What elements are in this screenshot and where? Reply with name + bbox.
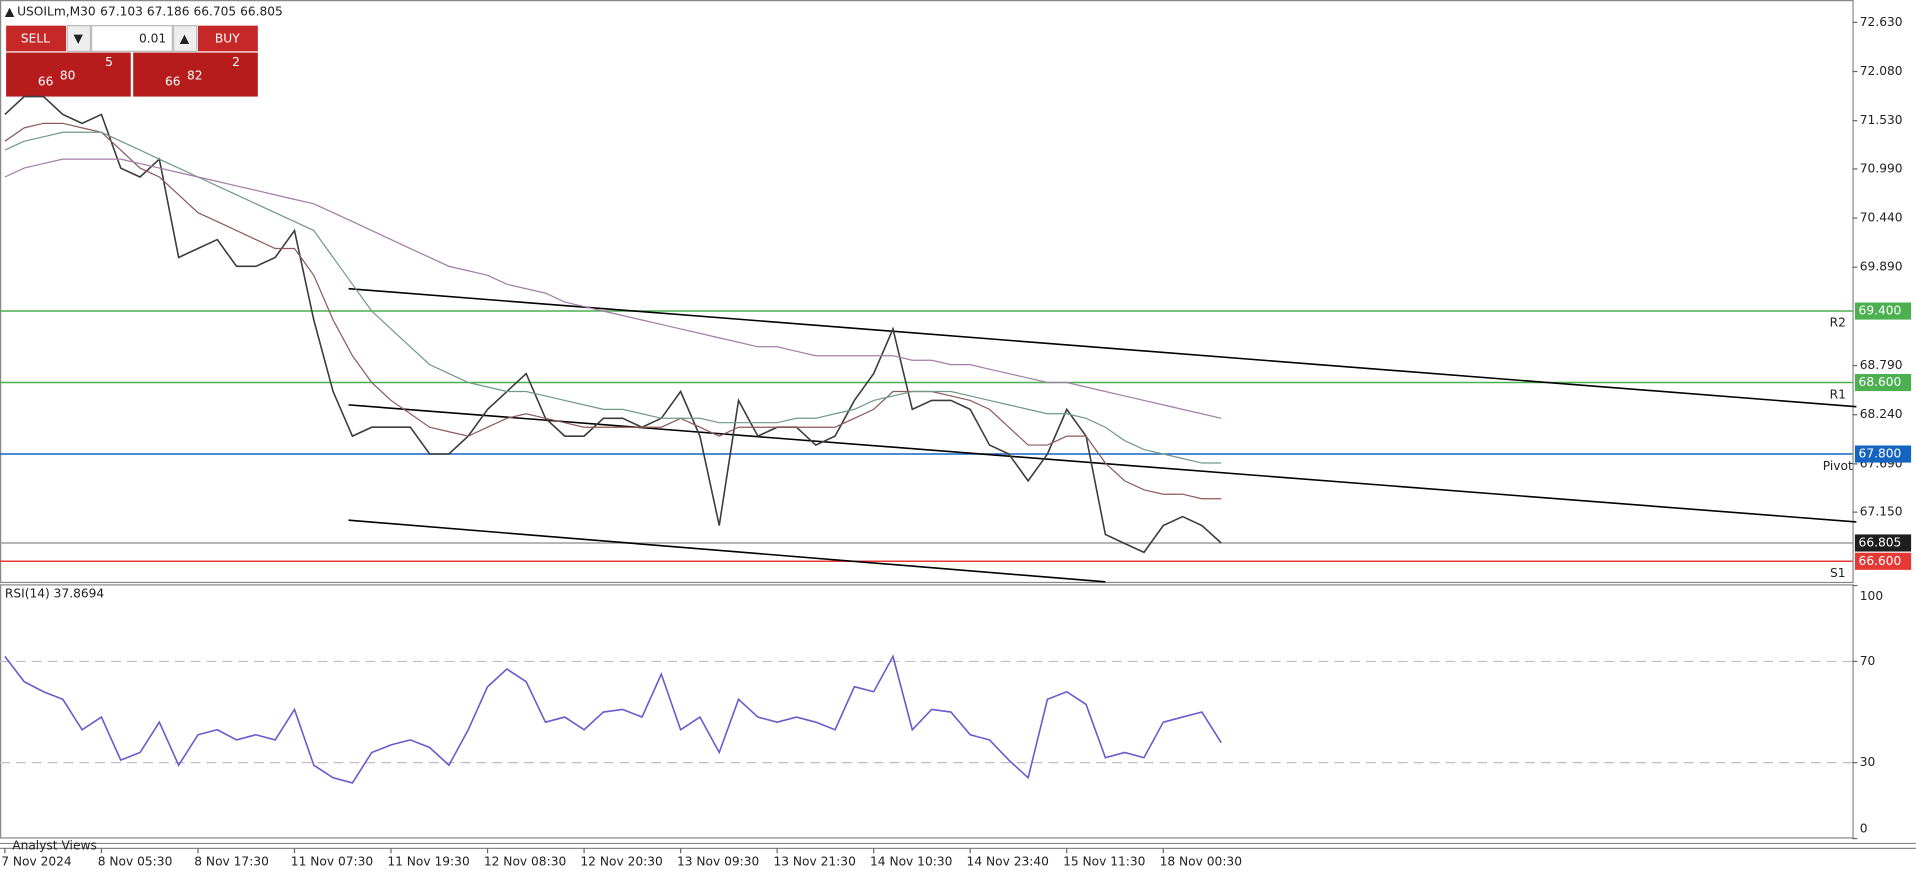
x-tick-label: 7 Nov 2024: [1, 854, 72, 868]
lot-down[interactable]: [66, 25, 92, 52]
level-name: R2: [1830, 316, 1846, 330]
trend-line: [348, 287, 1857, 408]
level-label-box: [1854, 445, 1912, 463]
level-label: 69.400: [1859, 304, 1902, 318]
x-tick-label: 14 Nov 10:30: [870, 854, 952, 868]
x-tick-label: 13 Nov 09:30: [677, 854, 759, 868]
level-label: 66.600: [1859, 554, 1902, 568]
lot-up[interactable]: [172, 25, 198, 52]
level-label-box: [1854, 302, 1912, 320]
frames: [0, 0, 1916, 849]
lot-input[interactable]: [91, 25, 173, 52]
level-label-box: [1854, 552, 1912, 570]
series-line: [4, 95, 1222, 554]
level-name: Pivot: [1823, 459, 1853, 473]
series-line: [4, 654, 1222, 784]
level-label-box: [1854, 373, 1912, 392]
y-tick-label: 0: [1860, 821, 1868, 835]
buy-price-main: 82: [187, 68, 203, 82]
x-tick-label: 18 Nov 00:30: [1160, 854, 1242, 868]
level-label-box: [1854, 534, 1912, 552]
buy-price-big: 66: [165, 74, 181, 88]
y-tick-label: 100: [1860, 589, 1883, 603]
y-tick-label: 69.890: [1860, 260, 1903, 274]
sell-price-big: 66: [38, 74, 54, 88]
ohlc: 67.103 67.186 66.705 66.805: [100, 5, 283, 19]
level-name: R1: [1830, 387, 1846, 401]
x-tick-label: 11 Nov 07:30: [291, 854, 373, 868]
series-line: [4, 131, 1222, 464]
buy-price-box[interactable]: [133, 52, 258, 97]
x-tick-label: 8 Nov 17:30: [194, 854, 269, 868]
y-tick-label: 70.990: [1860, 161, 1903, 175]
analyst-views[interactable]: Analyst Views: [12, 838, 97, 852]
y-tick-label: 72.630: [1860, 15, 1903, 29]
buy-price-small: 2: [232, 55, 240, 69]
buy-button[interactable]: [197, 25, 258, 52]
y-tick-label: 71.530: [1860, 113, 1903, 127]
x-tick-label: 8 Nov 05:30: [98, 854, 173, 868]
lot-up-arrow: ▲: [180, 32, 190, 46]
y-tick-label: 72.080: [1860, 64, 1903, 78]
x-tick-label: 13 Nov 21:30: [773, 854, 855, 868]
lot-down-arrow: ▼: [74, 32, 84, 46]
sell-price-box[interactable]: [6, 52, 131, 97]
series-line: [4, 158, 1222, 419]
symbol-icon: ▲: [5, 5, 15, 19]
y-tick-label: 68.240: [1860, 407, 1903, 421]
x-tick-label: 14 Nov 23:40: [967, 854, 1049, 868]
y-tick-label: 70: [1860, 654, 1876, 668]
x-tick-label: 15 Nov 11:30: [1063, 854, 1145, 868]
sell-price-main: 80: [60, 68, 76, 82]
sell-price-small: 5: [105, 55, 113, 69]
y-tick-label: 67.150: [1860, 505, 1903, 519]
sell-button[interactable]: [6, 25, 66, 52]
panel-title: RSI(14) 37.8694: [5, 587, 105, 601]
level-label: 67.800: [1859, 447, 1902, 461]
level-name: S1: [1830, 566, 1846, 580]
x-tick-label: 12 Nov 08:30: [484, 854, 566, 868]
trend-line: [348, 519, 1106, 583]
series-line: [4, 122, 1222, 500]
symbol: USOILm,M30: [17, 5, 96, 19]
buy-label[interactable]: BUY: [215, 32, 240, 46]
lot-value[interactable]: 0.01: [139, 32, 166, 46]
trade-panel: SELL ▼ 0.01 ▲ BUY 66 80 5 66 82 2: [6, 25, 258, 97]
y-tick-label: 68.790: [1860, 358, 1903, 372]
x-tick-label: 12 Nov 20:30: [580, 854, 662, 868]
y-tick-label: 70.440: [1860, 211, 1903, 225]
level-label: 68.600: [1859, 375, 1902, 389]
trend-line: [348, 404, 1857, 523]
y-tick-label: 30: [1860, 755, 1876, 769]
x-tick-label: 11 Nov 19:30: [387, 854, 469, 868]
level-label: 66.805: [1859, 535, 1902, 549]
sell-label[interactable]: SELL: [21, 32, 50, 46]
